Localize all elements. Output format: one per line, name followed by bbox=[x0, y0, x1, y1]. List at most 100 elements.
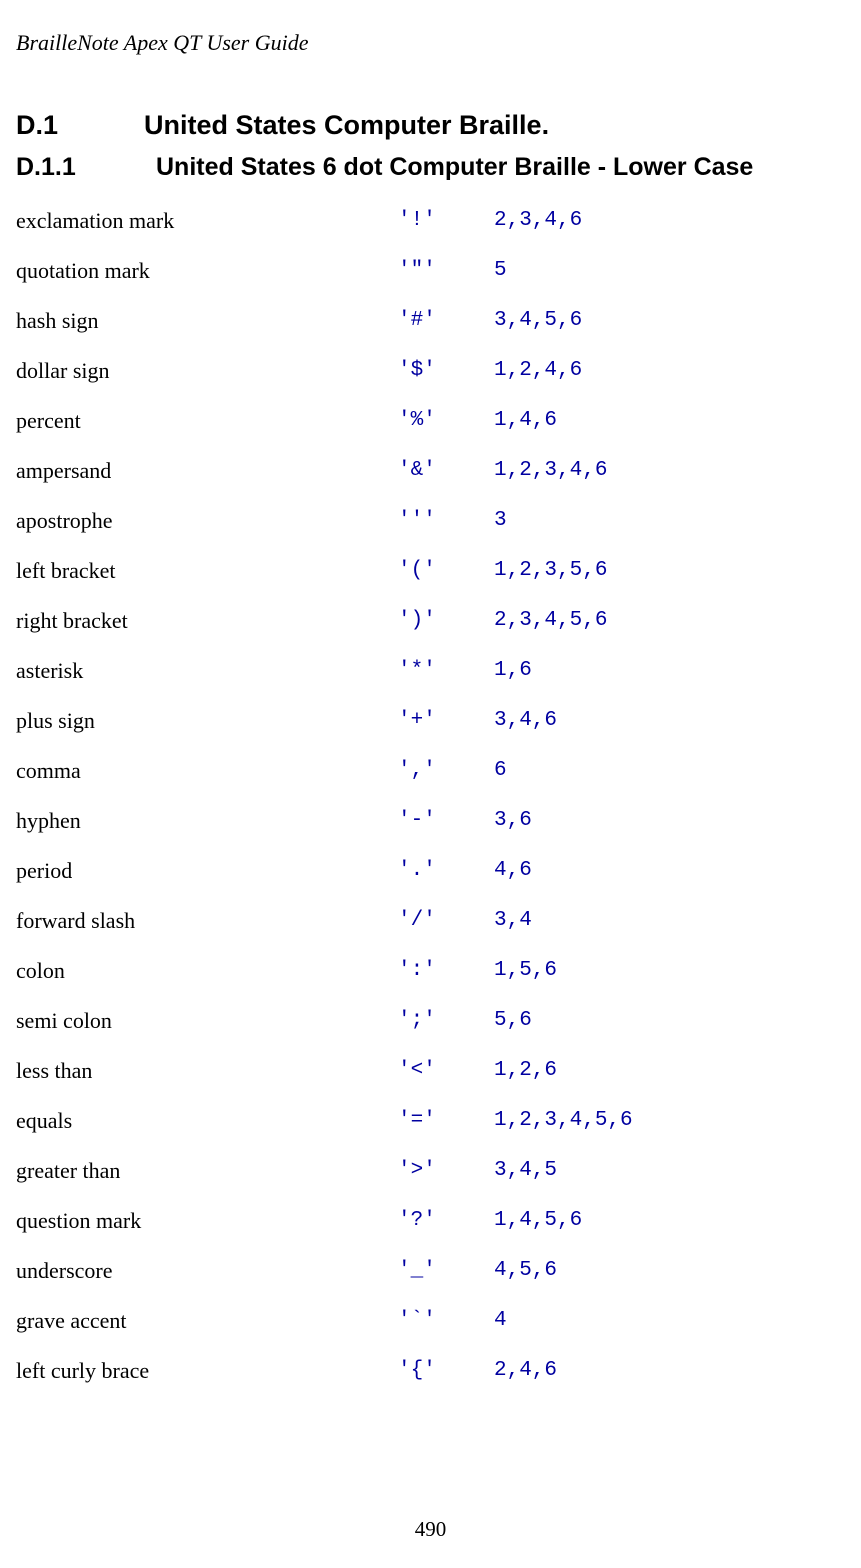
heading-d1-number: D.1 bbox=[16, 110, 144, 141]
table-row: grave accent'`'4 bbox=[16, 1296, 836, 1346]
char-symbol: '>' bbox=[398, 1146, 494, 1196]
table-row: colon':'1,5,6 bbox=[16, 946, 836, 996]
char-dots: 3,4,5,6 bbox=[494, 296, 836, 346]
char-name: less than bbox=[16, 1046, 398, 1096]
char-symbol: ''' bbox=[398, 496, 494, 546]
char-symbol: ',' bbox=[398, 746, 494, 796]
char-symbol: '"' bbox=[398, 246, 494, 296]
table-row: semi colon';'5,6 bbox=[16, 996, 836, 1046]
char-symbol: '<' bbox=[398, 1046, 494, 1096]
char-name: hash sign bbox=[16, 296, 398, 346]
table-row: forward slash'/'3,4 bbox=[16, 896, 836, 946]
char-symbol: '`' bbox=[398, 1296, 494, 1346]
table-row: question mark'?'1,4,5,6 bbox=[16, 1196, 836, 1246]
char-symbol: ';' bbox=[398, 996, 494, 1046]
char-dots: 1,5,6 bbox=[494, 946, 836, 996]
char-name: hyphen bbox=[16, 796, 398, 846]
heading-d1: D.1United States Computer Braille. bbox=[0, 110, 861, 141]
table-row: dollar sign'$'1,2,4,6 bbox=[16, 346, 836, 396]
char-dots: 4,5,6 bbox=[494, 1246, 836, 1296]
char-symbol: '+' bbox=[398, 696, 494, 746]
page-number: 490 bbox=[0, 1517, 861, 1542]
table-row: exclamation mark'!'2,3,4,6 bbox=[16, 196, 836, 246]
braille-table: exclamation mark'!'2,3,4,6quotation mark… bbox=[16, 196, 836, 1396]
char-dots: 1,4,6 bbox=[494, 396, 836, 446]
char-dots: 3,4 bbox=[494, 896, 836, 946]
char-symbol: '!' bbox=[398, 196, 494, 246]
char-symbol: '=' bbox=[398, 1096, 494, 1146]
table-row: equals'='1,2,3,4,5,6 bbox=[16, 1096, 836, 1146]
char-name: comma bbox=[16, 746, 398, 796]
char-dots: 2,3,4,5,6 bbox=[494, 596, 836, 646]
char-dots: 1,6 bbox=[494, 646, 836, 696]
heading-d1-1-number: D.1.1 bbox=[16, 153, 156, 182]
table-row: apostrophe'''3 bbox=[16, 496, 836, 546]
table-row: underscore'_'4,5,6 bbox=[16, 1246, 836, 1296]
char-name: question mark bbox=[16, 1196, 398, 1246]
char-dots: 2,4,6 bbox=[494, 1346, 836, 1396]
char-symbol: ')' bbox=[398, 596, 494, 646]
table-row: period'.'4,6 bbox=[16, 846, 836, 896]
document-title: BrailleNote Apex QT User Guide bbox=[0, 30, 861, 56]
table-row: hyphen'-'3,6 bbox=[16, 796, 836, 846]
heading-d1-1-text: United States 6 dot Computer Braille - L… bbox=[156, 153, 753, 181]
char-symbol: '.' bbox=[398, 846, 494, 896]
char-dots: 3 bbox=[494, 496, 836, 546]
char-name: quotation mark bbox=[16, 246, 398, 296]
table-row: left curly brace'{'2,4,6 bbox=[16, 1346, 836, 1396]
char-symbol: '(' bbox=[398, 546, 494, 596]
char-dots: 1,4,5,6 bbox=[494, 1196, 836, 1246]
char-symbol: '#' bbox=[398, 296, 494, 346]
char-symbol: '{' bbox=[398, 1346, 494, 1396]
char-name: asterisk bbox=[16, 646, 398, 696]
char-name: left bracket bbox=[16, 546, 398, 596]
char-name: right bracket bbox=[16, 596, 398, 646]
char-name: plus sign bbox=[16, 696, 398, 746]
char-symbol: '*' bbox=[398, 646, 494, 696]
page: BrailleNote Apex QT User Guide D.1United… bbox=[0, 0, 861, 1568]
char-symbol: '/' bbox=[398, 896, 494, 946]
char-name: apostrophe bbox=[16, 496, 398, 546]
char-dots: 4 bbox=[494, 1296, 836, 1346]
char-dots: 2,3,4,6 bbox=[494, 196, 836, 246]
char-name: ampersand bbox=[16, 446, 398, 496]
char-dots: 1,2,3,4,5,6 bbox=[494, 1096, 836, 1146]
char-name: percent bbox=[16, 396, 398, 446]
char-name: dollar sign bbox=[16, 346, 398, 396]
char-symbol: ':' bbox=[398, 946, 494, 996]
char-dots: 4,6 bbox=[494, 846, 836, 896]
char-name: greater than bbox=[16, 1146, 398, 1196]
table-row: right bracket')'2,3,4,5,6 bbox=[16, 596, 836, 646]
table-row: left bracket'('1,2,3,5,6 bbox=[16, 546, 836, 596]
table-row: plus sign'+'3,4,6 bbox=[16, 696, 836, 746]
char-dots: 1,2,4,6 bbox=[494, 346, 836, 396]
char-dots: 5,6 bbox=[494, 996, 836, 1046]
char-dots: 3,6 bbox=[494, 796, 836, 846]
char-symbol: '_' bbox=[398, 1246, 494, 1296]
table-row: percent'%'1,4,6 bbox=[16, 396, 836, 446]
char-dots: 5 bbox=[494, 246, 836, 296]
char-name: period bbox=[16, 846, 398, 896]
char-symbol: '%' bbox=[398, 396, 494, 446]
table-row: ampersand'&'1,2,3,4,6 bbox=[16, 446, 836, 496]
char-dots: 6 bbox=[494, 746, 836, 796]
char-symbol: '-' bbox=[398, 796, 494, 846]
table-row: less than'<'1,2,6 bbox=[16, 1046, 836, 1096]
char-name: underscore bbox=[16, 1246, 398, 1296]
char-name: left curly brace bbox=[16, 1346, 398, 1396]
heading-d1-1: D.1.1United States 6 dot Computer Braill… bbox=[0, 153, 861, 182]
heading-d1-text: United States Computer Braille. bbox=[144, 110, 549, 140]
char-name: colon bbox=[16, 946, 398, 996]
char-name: exclamation mark bbox=[16, 196, 398, 246]
char-name: semi colon bbox=[16, 996, 398, 1046]
char-name: forward slash bbox=[16, 896, 398, 946]
char-symbol: '$' bbox=[398, 346, 494, 396]
table-row: hash sign'#'3,4,5,6 bbox=[16, 296, 836, 346]
char-name: grave accent bbox=[16, 1296, 398, 1346]
char-dots: 3,4,6 bbox=[494, 696, 836, 746]
char-name: equals bbox=[16, 1096, 398, 1146]
char-dots: 1,2,3,4,6 bbox=[494, 446, 836, 496]
table-row: quotation mark'"'5 bbox=[16, 246, 836, 296]
char-dots: 3,4,5 bbox=[494, 1146, 836, 1196]
table-row: asterisk'*'1,6 bbox=[16, 646, 836, 696]
